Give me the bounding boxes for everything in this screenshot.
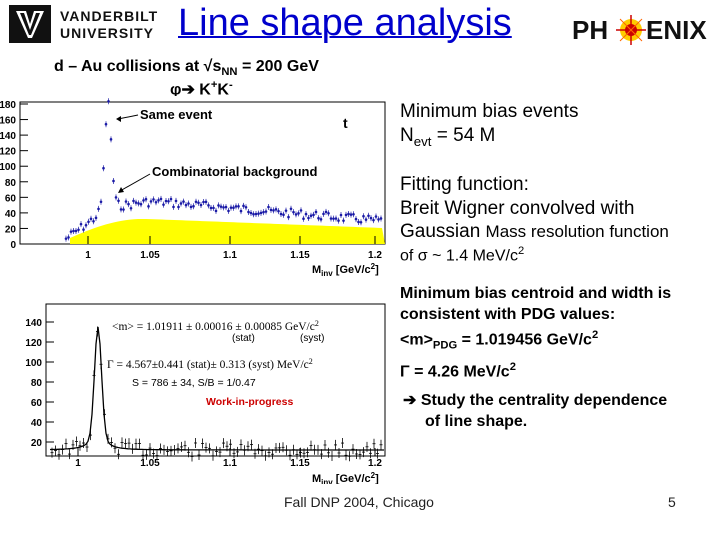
arrowhead-icon [116,116,121,122]
plot1-t-label: t [343,115,348,131]
plot2-x-tick-label: 1.15 [290,458,310,469]
centroid-block: Minimum bias centroid and width is consi… [400,283,671,382]
plot2-y-tick-label: 140 [25,318,42,329]
kaon-plus-charge: + [210,79,218,91]
plot2-fit-curve [50,326,384,451]
centroid-line-3: <m>PDG = 1.019456 GeV/c2 [400,329,599,352]
nevt-line: Nevt = 54 M [400,125,496,149]
plot1-x-tick-label: 1.05 [140,250,160,261]
plot1-y-tick-label: 0 [10,240,16,251]
plot2-y-tick-label: 80 [31,378,43,389]
signal-label: S = 786 ± 34, S/B = 1/0.47 [132,377,256,389]
plot1-y-tick-label: 100 [0,162,16,173]
decay-label: φ➔ K+K- [170,79,233,99]
comb-background-label: Combinatorial background [152,164,317,179]
plot2-y-tick-label: 100 [25,358,42,369]
collision-prefix: d – Au collisions at √s [54,58,222,75]
fitting-line-3: Gaussian Mass resolution function [400,221,669,242]
mass-result: <m> = 1.01911 ± 0.00016 ± 0.00085 GeV/c2 [112,319,319,333]
collision-label: d – Au collisions at √sNN = 200 GeV [54,58,319,78]
plot2-y-tick-label: 40 [31,418,43,429]
plot1-y-tick-label: 160 [0,116,16,127]
plot1-background-fill [70,218,385,244]
kaon-minus: K [217,81,229,99]
fitting-line-2: Breit Wigner convolved with [400,198,635,219]
plot1-y-tick-label: 80 [5,178,17,189]
min-bias-block: Minimum bias events Nevt = 54 M [400,100,578,154]
centroid-line-1: Minimum bias centroid and width is [400,285,672,302]
arrow-right-icon: ➔ [403,392,417,409]
work-in-progress-label: Work-in-progress [206,396,293,408]
phi-symbol: φ [170,81,182,99]
plot2-y-tick-label: 120 [25,338,42,349]
plot2-x-axis-label: Minv [GeV/c2] [312,471,379,484]
plot2-x-ticks: 1 1.05 1.1 1.15 1.2 [75,448,382,469]
vanderbilt-wordmark: VANDERBILT UNIVERSITY [60,8,158,42]
collision-suffix: = 200 GeV [237,58,319,75]
kaon-minus-charge: - [228,79,233,91]
plot2-x-tick-label: 1.1 [223,458,237,469]
syst-label: (syst) [300,333,324,344]
plot1-x-tick-label: 1.1 [223,250,237,261]
min-bias-line: Minimum bias events [400,101,579,122]
plot1-data-points [64,98,383,242]
footer-text: Fall DNP 2004, Chicago [284,494,434,510]
study-block: ➔ Study the centrality dependence of lin… [403,390,667,432]
plot2-x-tick-label: 1.2 [368,458,382,469]
vanderbilt-line2: UNIVERSITY [60,25,155,41]
page-title: Line shape analysis [178,2,512,44]
plot1-svg: 180 160 140 120 100 80 60 40 20 0 1 1.05 1.1 1.15 1.2… [0,98,386,278]
width-result: Γ = 4.567±0.441 (stat)± 0.313 (syst) MeV… [107,357,313,371]
plot1-y-tick-label: 180 [0,100,16,111]
kaon-plus: K [194,81,211,99]
plot1-y-tick-label: 40 [5,209,17,220]
arrowhead-icon-2 [118,187,124,193]
study-line-1: ➔ Study the centrality dependence [403,392,668,409]
vanderbilt-line1: VANDERBILT [60,8,159,24]
svg-text:PH: PH [572,15,608,45]
plot1-y-tick-label: 60 [5,193,17,204]
comb-background-pointer [119,173,151,192]
plot1-frame [19,101,386,245]
svg-text:ENIX: ENIX [646,15,707,45]
plot2-x-tick-label: 1.05 [140,458,160,469]
plot1-background-area [70,218,385,244]
same-event-label: Same event [140,107,213,122]
fitting-line-4: of σ ~ 1.4 MeV/c2 [400,245,525,265]
plot2-y-ticks: 140 120 100 80 60 40 20 [25,318,54,449]
plot1-x-tick-label: 1 [85,250,91,261]
plot1-y-tick-label: 120 [0,147,16,158]
same-event-pointer [117,114,139,120]
plot2-y-tick-label: 60 [31,398,43,409]
page-number: 5 [668,494,676,510]
plot1-x-ticks: 1 1.05 1.1 1.15 1.2 [85,236,382,261]
centroid-line-2: consistent with PDG values: [400,306,616,323]
invariant-mass-plot-fit: 140 120 100 80 60 40 20 1 1.05 1.1 1.15 1.2 <m> = … [0,300,392,487]
plot2-y-tick-label: 20 [31,438,43,449]
vanderbilt-shield-icon [9,5,51,43]
plot1-y-tick-label: 140 [0,131,16,142]
plot1-x-tick-label: 1.15 [290,250,310,261]
study-line-2: of line shape. [425,413,528,430]
invariant-mass-plot-same-event: 180 160 140 120 100 80 60 40 20 0 1 1.05 1.1 1.15 1.2… [0,96,392,280]
plot2-x-tick-label: 1 [75,458,81,469]
fitting-block: Fitting function: Breit Wigner convolved… [400,173,634,221]
plot1-x-tick-label: 1.2 [368,250,382,261]
phenix-logo: PH ENIX [568,14,718,46]
plot1-x-axis-label: Minv [GeV/c2] [312,262,379,278]
plot1-y-ticks: 180 160 140 120 100 80 60 40 20 0 [0,100,28,251]
fitting-line-1: Fitting function: [400,174,529,195]
phenix-logo-icon: PH ENIX [572,15,707,45]
plot2-svg: 140 120 100 80 60 40 20 1 1.05 1.1 1.15 1.2 <m> = … [25,303,386,487]
centroid-line-4: Γ = 4.26 MeV/c2 [400,360,516,380]
vanderbilt-logo: VANDERBILT UNIVERSITY [8,4,168,44]
collision-sub: NN [221,66,238,79]
arrow-icon: ➔ [181,81,195,99]
sigma-symbol: σ [417,247,428,265]
stat-label: (stat) [232,333,255,344]
plot1-y-tick-label: 20 [5,224,17,235]
